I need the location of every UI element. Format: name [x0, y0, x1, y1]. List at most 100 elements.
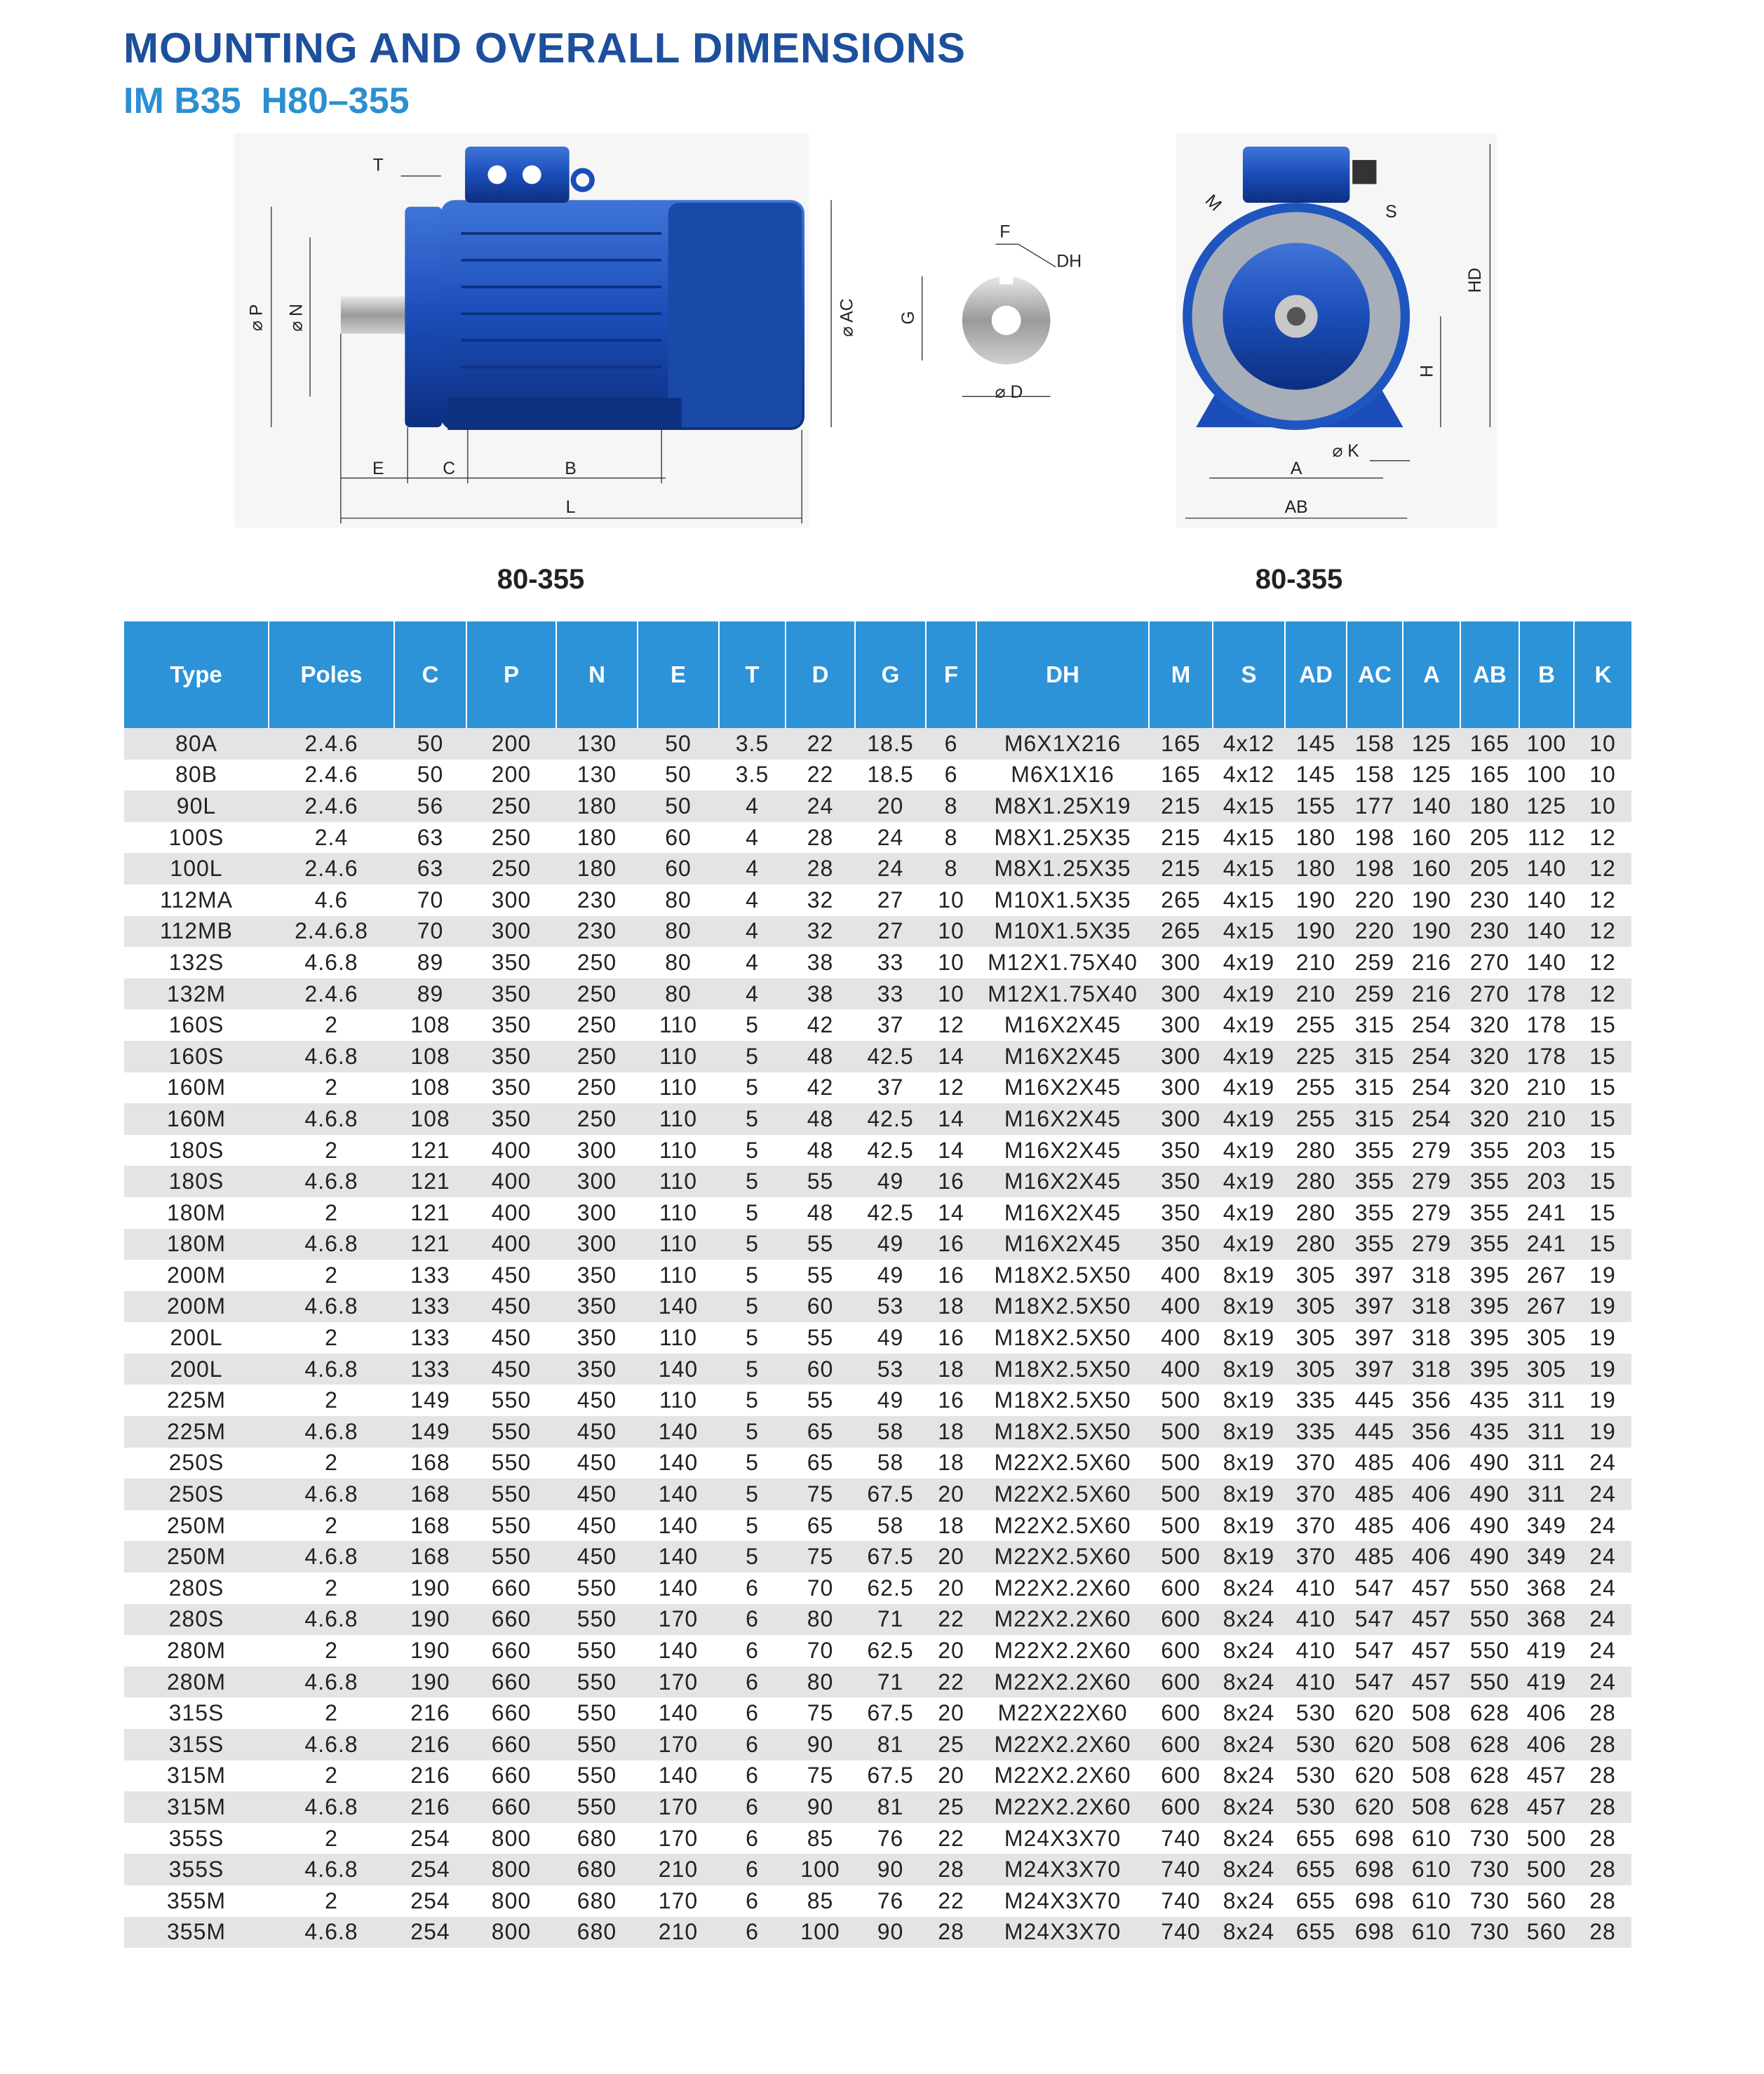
table-cell: 50: [417, 762, 444, 788]
table-cell: 355S: [124, 1854, 269, 1885]
table-row: 250M 2 168 550 450 140 5 65 58 18 M22X2.5X60 500 8x1…: [124, 1510, 1631, 1542]
table-cell: 140: [658, 1763, 699, 1789]
table-cell: 4: [719, 790, 786, 822]
table-row: 250S 2 168 550 450 140 5 65 58 18 M22X2.5X60 500 8x1…: [124, 1448, 1631, 1479]
table-cell: 2: [325, 1638, 338, 1664]
table-cell: 2.4.6: [269, 978, 394, 1010]
table-row: 355S 2 254 800 680 170 6 85 76 22 M24X3X70 740 8x24 6…: [124, 1823, 1631, 1854]
table-cell: 180M: [124, 1228, 269, 1260]
table-cell: 500: [1519, 1854, 1574, 1885]
table-cell: M16X2X45: [976, 1166, 1149, 1197]
table-cell: 85: [807, 1887, 834, 1913]
table-cell: 71: [855, 1603, 926, 1636]
table-cell: 230: [577, 887, 617, 913]
table-cell: 8x24: [1223, 1700, 1275, 1726]
table-cell: 4x19: [1213, 1228, 1285, 1260]
table-cell: 100: [1526, 762, 1567, 788]
table-cell: 3.5: [735, 762, 769, 788]
table-cell: 140: [1403, 790, 1460, 822]
table-cell: 4x19: [1223, 949, 1275, 975]
table-cell: 14: [926, 1103, 976, 1135]
table-cell: 168: [394, 1479, 466, 1510]
table-cell: 318: [1403, 1353, 1460, 1385]
table-cell: 550: [577, 1575, 617, 1601]
table-cell: 4x15: [1223, 824, 1275, 850]
table-cell: 190: [394, 1666, 466, 1698]
table-cell: 58: [877, 1450, 904, 1476]
table-cell: 215: [1149, 853, 1213, 884]
table-cell: 48: [786, 1103, 855, 1135]
table-cell: 100: [786, 1916, 855, 1948]
shaft-section: [921, 243, 1056, 398]
table-cell: 180: [556, 853, 638, 884]
table-cell: 2.4: [314, 824, 349, 850]
table-cell: 15: [1589, 1199, 1616, 1225]
table-cell: 300: [1149, 978, 1213, 1010]
table-cell: 16: [926, 1228, 976, 1260]
table-cell: 6: [746, 1825, 759, 1851]
table-body: 80A 2.4.6 50 200 130 50 3.5 22 18.5 6 M6X1X216 165 4…: [124, 728, 1631, 1948]
table-cell: 20: [938, 1700, 964, 1726]
table-cell: 660: [491, 1763, 532, 1789]
side-view-motor: [340, 147, 804, 430]
table-cell: 335: [1295, 1387, 1336, 1413]
table-cell: 620: [1347, 1791, 1403, 1823]
column-header: P: [466, 621, 556, 728]
column-header: B: [1519, 621, 1574, 728]
table-cell: 20: [938, 1575, 964, 1601]
table-cell: 395: [1469, 1325, 1510, 1351]
table-cell: 65: [807, 1512, 834, 1538]
table-cell: 680: [577, 1887, 617, 1913]
table-cell: 5: [719, 1479, 786, 1510]
table-row: 315S 4.6.8 216 660 550 170 6 90 81 25 M22X2.2X60 60…: [124, 1729, 1631, 1760]
table-cell: 315S: [168, 1700, 224, 1726]
table-cell: 80A: [124, 728, 269, 760]
table-cell: M22X2.2X60: [994, 1763, 1131, 1789]
table-cell: 20: [938, 1763, 964, 1789]
table-cell: 350: [466, 1040, 556, 1072]
table-cell: M22X2.2X60: [976, 1791, 1149, 1823]
table-cell: 550: [491, 1512, 532, 1538]
table-cell: 100: [1519, 728, 1574, 760]
table-cell: 435: [1469, 1387, 1510, 1413]
table-cell: 55: [807, 1325, 834, 1351]
table-cell: 90L: [124, 790, 269, 822]
table-cell: 210: [1519, 1103, 1574, 1135]
table-cell: 100: [786, 1854, 855, 1885]
table-cell: 300: [1161, 949, 1201, 975]
table-cell: 350: [556, 1353, 638, 1385]
table-cell: 215: [1149, 790, 1213, 822]
table-cell: 368: [1519, 1603, 1574, 1636]
column-header: D: [785, 621, 855, 728]
table-row: 100S 2.4 63 250 180 60 4 28 24 8 M8X1.25X35 215 4x15…: [124, 822, 1631, 854]
table-row: 280S 2 190 660 550 140 6 70 62.5 20 M22X2.2X60 600 8…: [124, 1573, 1631, 1604]
table-cell: 155: [1285, 790, 1347, 822]
dimension-label: ⌀ D: [995, 383, 1023, 402]
table-cell: 15: [1589, 1137, 1616, 1163]
table-cell: 4x12: [1213, 728, 1285, 760]
table-cell: 12: [1589, 824, 1616, 850]
table-cell: 318: [1411, 1262, 1452, 1288]
table-row: 280M 4.6.8 190 660 550 170 6 80 71 22 M22X2.2X60 60…: [124, 1666, 1631, 1698]
table-cell: 250: [556, 1103, 638, 1135]
table-cell: 6: [746, 1575, 759, 1601]
table-cell: 730: [1460, 1854, 1519, 1885]
table-cell: 8: [926, 853, 976, 884]
table-cell: 28: [926, 1854, 976, 1885]
dimension-label: A: [1291, 459, 1302, 478]
table-cell: 42: [807, 1012, 834, 1038]
table-cell: 315: [1347, 1040, 1403, 1072]
table-cell: 450: [556, 1416, 638, 1448]
table-cell: 6: [746, 1700, 759, 1726]
table-cell: 279: [1403, 1228, 1460, 1260]
table-cell: 406: [1403, 1479, 1460, 1510]
table-cell: 190: [1295, 887, 1336, 913]
table-cell: 12: [938, 1012, 964, 1038]
table-cell: M16X2X45: [1004, 1199, 1122, 1225]
table-cell: 370: [1285, 1479, 1347, 1510]
table-cell: 628: [1460, 1729, 1519, 1760]
table-cell: M8X1.25X19: [976, 790, 1149, 822]
table-cell: 485: [1354, 1512, 1395, 1538]
table-cell: 18: [926, 1353, 976, 1385]
table-cell: 140: [1519, 853, 1574, 884]
